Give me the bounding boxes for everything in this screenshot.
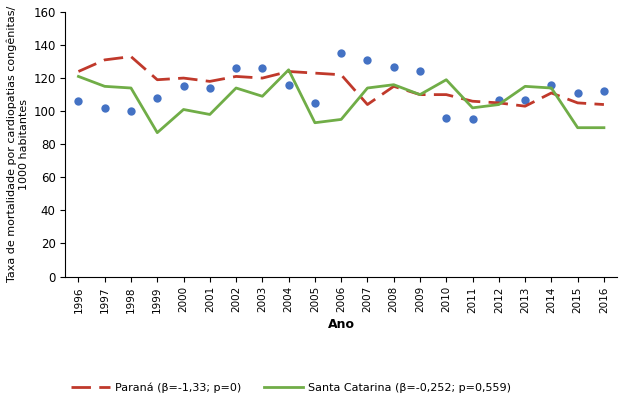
Y-axis label: Taxa de mortalidade por cardiopatias congênitas/
1000 habitantes: Taxa de mortalidade por cardiopatias con… [7,6,29,282]
X-axis label: Ano: Ano [328,318,354,331]
